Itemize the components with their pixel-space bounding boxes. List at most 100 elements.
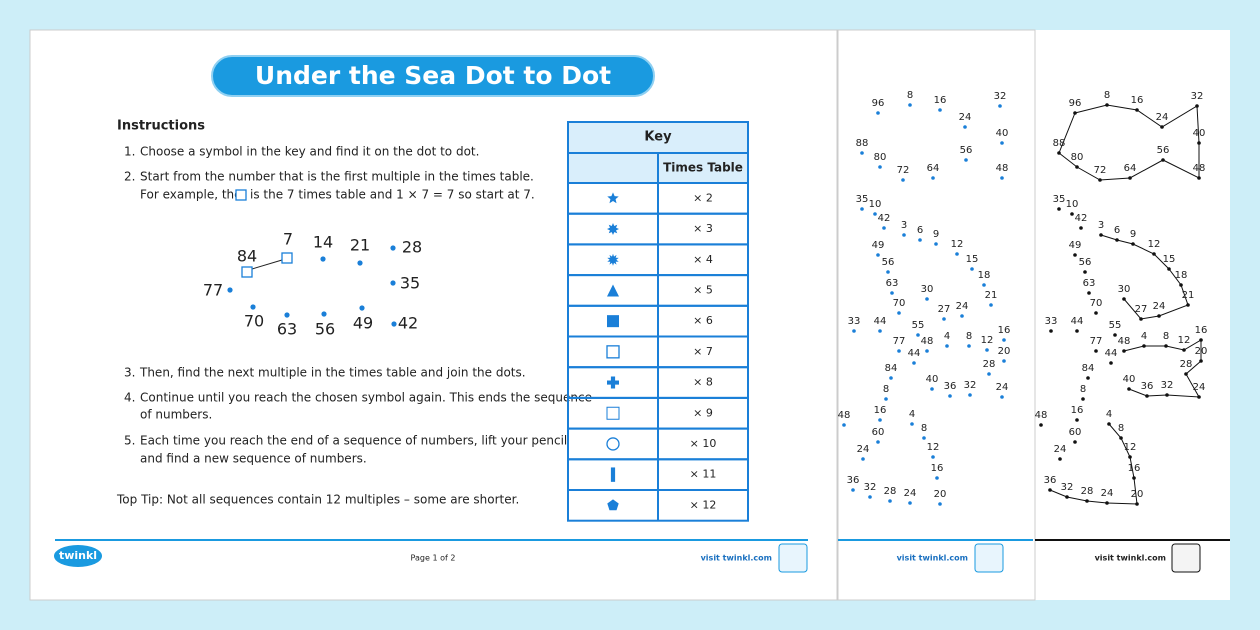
key-times: × 5: [693, 283, 713, 296]
page-number: Page 1 of 2: [411, 554, 456, 563]
dot-label: 60: [872, 427, 885, 438]
symbol: [241, 266, 253, 278]
quality-badge: [1171, 543, 1201, 573]
title-banner: [211, 55, 655, 97]
join-line: [251, 259, 283, 270]
dot-label: 9: [1130, 229, 1136, 240]
dot: [1113, 333, 1117, 337]
dot-label: 8: [883, 384, 889, 395]
dot: [227, 287, 233, 293]
dot-label: 10: [1066, 199, 1079, 210]
step-text: of numbers.: [140, 408, 212, 422]
dot: [964, 158, 968, 162]
dot: [250, 304, 256, 310]
dot-label: 56: [960, 145, 973, 156]
dot: [320, 256, 326, 262]
dot: [1107, 422, 1111, 426]
dot-label: 42: [878, 213, 891, 224]
dot-label: 63: [886, 278, 899, 289]
dot: [1199, 338, 1203, 342]
dot: [967, 344, 971, 348]
dot-label: 44: [874, 316, 887, 327]
dot: [989, 303, 993, 307]
dot-label: 70: [893, 298, 906, 309]
dot: [970, 267, 974, 271]
dot-label: 3: [901, 220, 907, 231]
dot-label: 32: [994, 91, 1007, 102]
dot: [1197, 141, 1201, 145]
dot-label: 24: [1156, 112, 1169, 123]
dot: [851, 488, 855, 492]
dot: [1179, 283, 1183, 287]
dot: [1135, 502, 1139, 506]
step-text: Each time you reach the end of a sequenc…: [140, 434, 567, 448]
dot-label: 84: [1082, 363, 1095, 374]
dot: [1115, 238, 1119, 242]
dot: [391, 321, 397, 327]
step-number: 2.: [124, 170, 135, 184]
dot-label: 16: [874, 405, 887, 416]
dot-label: 12: [951, 239, 964, 250]
dot: [1083, 270, 1087, 274]
dot: [998, 104, 1002, 108]
key-times: × 2: [693, 191, 713, 204]
dot-label: 27: [1135, 304, 1148, 315]
dot: [902, 233, 906, 237]
dot-label: 72: [1094, 165, 1107, 176]
dot-label: 16: [1128, 463, 1141, 474]
symbol: [607, 192, 619, 204]
dot-label: 12: [1124, 442, 1137, 453]
dot-label: 24: [1153, 301, 1166, 312]
dot-label: 12: [1178, 335, 1191, 346]
dot-label: 44: [1105, 348, 1118, 359]
dot-label: 36: [1044, 475, 1057, 486]
symbol: [607, 499, 619, 511]
dot: [1000, 141, 1004, 145]
dot: [1157, 314, 1161, 318]
dot: [1199, 359, 1203, 363]
step-number: 1.: [124, 145, 135, 159]
dot-label: 60: [1069, 427, 1082, 438]
dot: [1057, 151, 1061, 155]
dot: [1135, 108, 1139, 112]
dot: [1094, 349, 1098, 353]
dot: [1161, 158, 1165, 162]
join-line: [1100, 234, 1189, 320]
dot: [1087, 291, 1091, 295]
dot-label: 63: [277, 320, 297, 339]
dot-label: 4: [944, 331, 950, 342]
dot-label: 77: [893, 336, 906, 347]
site-link: visit twinkl.com: [897, 554, 968, 563]
dot-label: 24: [1101, 488, 1114, 499]
dot-label: 64: [927, 163, 940, 174]
dot: [935, 476, 939, 480]
key-title: Key: [644, 130, 672, 145]
dot-label: 36: [1141, 381, 1154, 392]
dot: [1075, 329, 1079, 333]
dot: [922, 436, 926, 440]
dot-label: 18: [978, 270, 991, 281]
dot: [955, 252, 959, 256]
symbol: [607, 315, 619, 328]
key-times: × 6: [693, 314, 713, 327]
dot-label: 77: [203, 281, 223, 300]
dot: [1195, 104, 1199, 108]
dot: [842, 423, 846, 427]
dot-label: 84: [885, 363, 898, 374]
dot-label: 32: [1191, 91, 1204, 102]
dot-label: 16: [934, 95, 947, 106]
dot: [1002, 338, 1006, 342]
dot: [1119, 436, 1123, 440]
dot-label: 8: [1163, 331, 1169, 342]
step-text: is the 7 times table and 1 × 7 = 7 so st…: [250, 188, 535, 202]
instructions-heading: Instructions: [117, 119, 205, 134]
dot-label: 70: [1090, 298, 1103, 309]
dot-label: 14: [313, 233, 333, 252]
dot: [931, 176, 935, 180]
key-times: × 9: [693, 406, 713, 419]
dot: [1002, 359, 1006, 363]
dot: [1000, 176, 1004, 180]
dot: [960, 314, 964, 318]
dot-label: 4: [1141, 331, 1147, 342]
dot-label: 55: [1109, 320, 1122, 331]
